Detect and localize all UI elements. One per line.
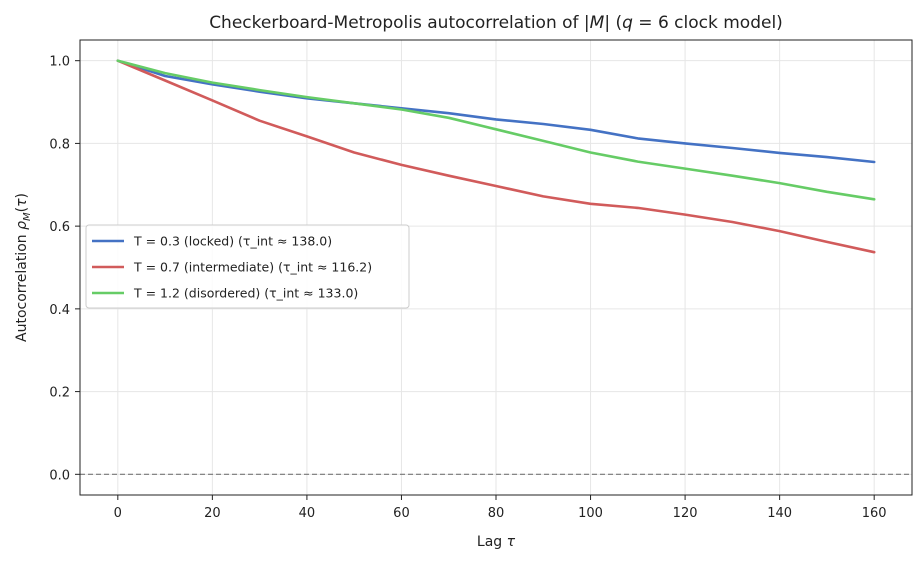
x-tick-label: 40: [299, 506, 316, 521]
y-tick-label: 0.4: [49, 303, 70, 318]
series-line-1: [116, 59, 876, 164]
x-tick-label: 140: [767, 506, 792, 521]
y-tick-label: 0.2: [49, 386, 70, 401]
legend-box: [85, 224, 410, 309]
y-tick-label: 0.6: [49, 220, 70, 235]
x-axis-ticks: 0 20 40 60 80 100 120 140 160: [114, 495, 887, 521]
legend: T = 0.3 (locked) (τ_int ≈ 138.0) T = 0.7 …: [85, 224, 410, 309]
x-axis-title: Lag τ: [477, 534, 516, 550]
x-tick-label: 20: [204, 506, 221, 521]
y-tick-label: 0.8: [49, 137, 70, 152]
x-tick-label: 0: [114, 506, 122, 521]
series-line-3: [116, 59, 876, 201]
y-tick-label: 0.0: [49, 468, 70, 483]
x-tick-label: 160: [862, 506, 887, 521]
y-tick-label: 1.0: [49, 55, 70, 70]
series-line-2: [116, 59, 876, 254]
x-tick-label: 60: [393, 506, 410, 521]
x-tick-label: 100: [578, 506, 603, 521]
legend-label-1: T = 0.3 (locked) (τ_int ≈ 138.0): [133, 234, 332, 249]
legend-label-2: T = 0.7 (intermediate) (τ_int ≈ 116.2): [133, 260, 372, 275]
y-axis-ticks: 0.0 0.2 0.4 0.6 0.8 1.0: [49, 55, 80, 483]
y-axis-title: Autocorrelation ρM(τ): [14, 193, 33, 342]
series-lines: [116, 59, 876, 254]
legend-label-3: T = 1.2 (disordered) (τ_int ≈ 133.0): [133, 286, 358, 301]
x-tick-label: 80: [488, 506, 505, 521]
x-tick-label: 120: [673, 506, 698, 521]
chart-title: Checkerboard-Metropolis autocorrelation …: [209, 13, 783, 33]
